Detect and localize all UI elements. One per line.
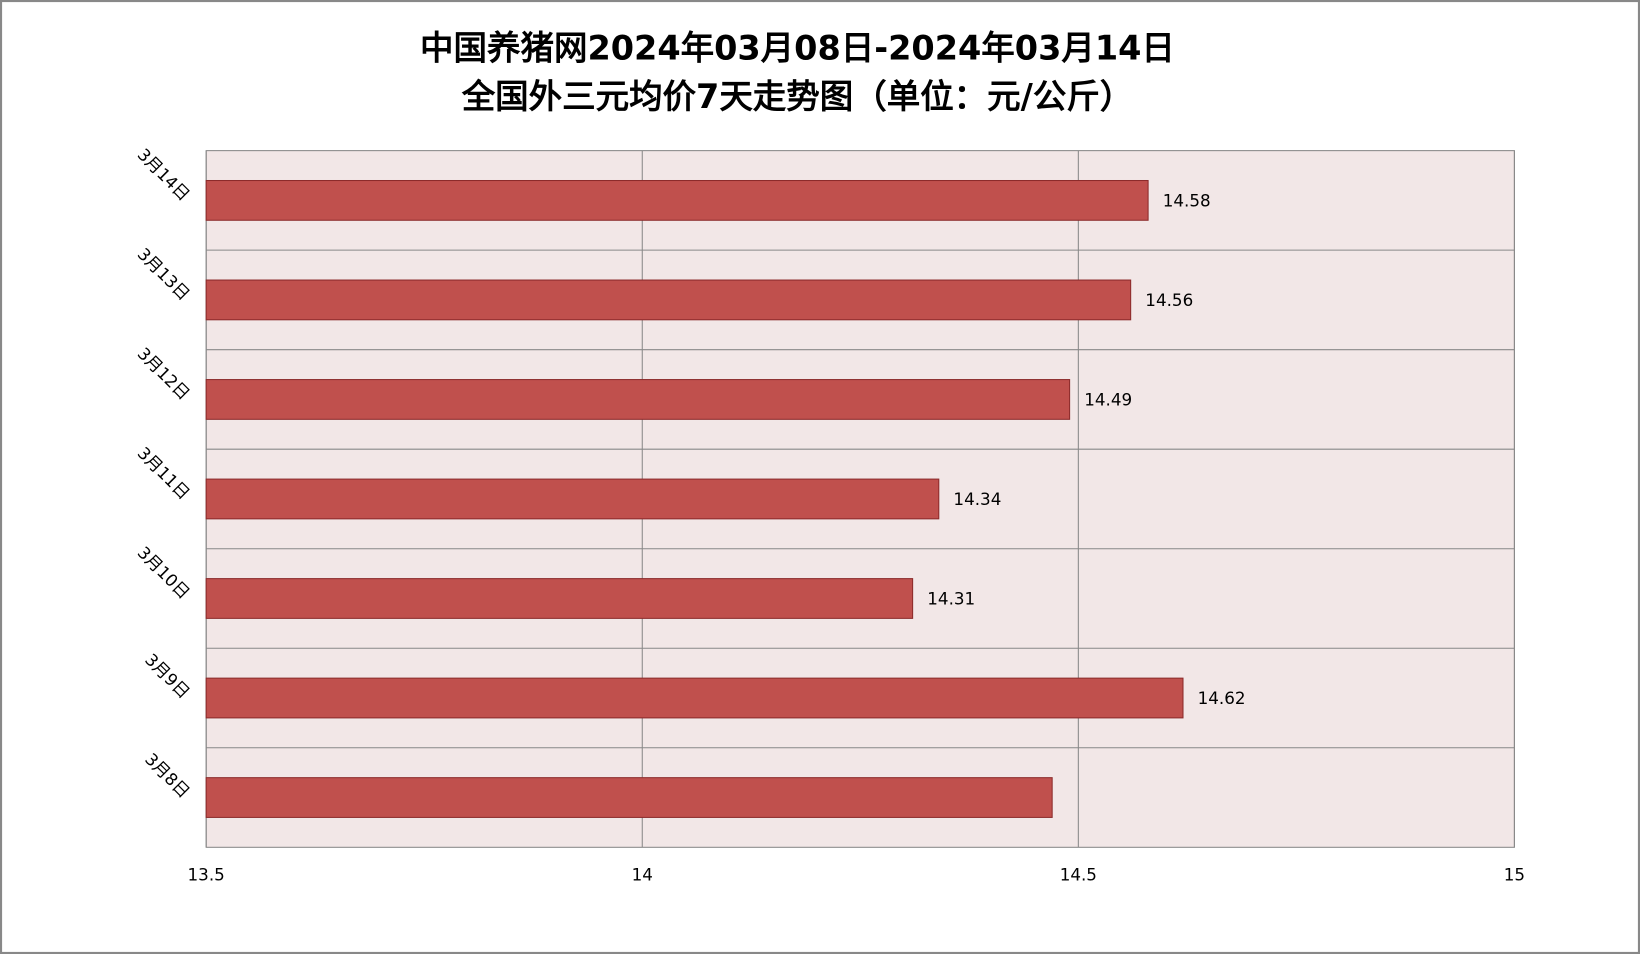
x-tick-label: 14 — [632, 865, 653, 885]
data-label: 14.49 — [1084, 389, 1132, 409]
bar — [205, 179, 1149, 221]
chart-title: 全国外三元均价7天走势图（单位：元/公斤） — [461, 77, 1134, 116]
data-label: 14.58 — [1163, 190, 1211, 210]
data-label: 14.56 — [1145, 290, 1193, 310]
chart-title: 中国养猪网2024年03月08日-2024年03月14日 — [420, 29, 1175, 68]
data-label: 14.31 — [927, 589, 975, 609]
bar — [205, 777, 1053, 818]
x-tick-label: 14.5 — [1060, 865, 1097, 885]
bar — [205, 279, 1132, 321]
bar — [205, 677, 1184, 719]
bar — [205, 379, 1071, 420]
bar — [205, 478, 940, 520]
data-label: 14.62 — [1198, 688, 1246, 708]
x-tick-label: 13.5 — [188, 865, 225, 885]
data-label: 14.34 — [953, 489, 1001, 509]
bar — [205, 578, 914, 619]
x-tick-label: 15 — [1504, 865, 1525, 885]
